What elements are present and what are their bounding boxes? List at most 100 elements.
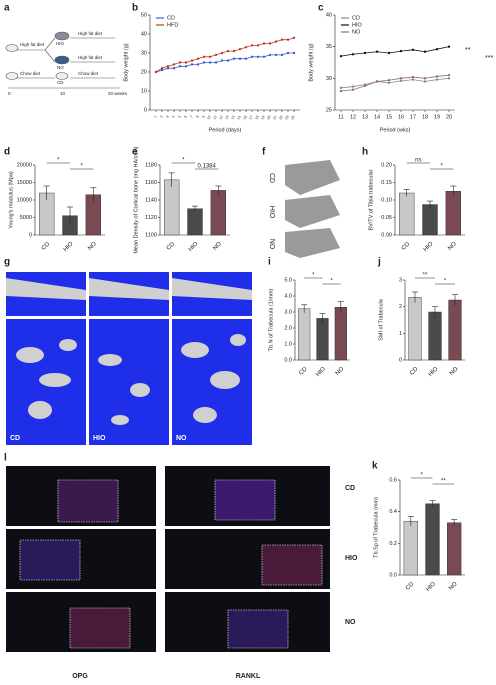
point (238, 57, 242, 60)
bar (408, 297, 422, 361)
bar (425, 503, 440, 576)
caption: NO (176, 435, 187, 442)
x-tick-label: 13 (224, 115, 229, 120)
panel-label: e (132, 147, 138, 158)
caption: HIO (268, 206, 275, 219)
bone (6, 278, 86, 300)
point (214, 53, 218, 57)
point (399, 49, 403, 53)
y-tick-label: 0.4 (389, 509, 397, 515)
point (399, 79, 403, 83)
render (285, 195, 340, 228)
y-axis-label: Mean Density of Cortical bone (mg HA/ccm… (133, 146, 139, 253)
point (178, 61, 182, 64)
bar (403, 520, 418, 576)
panel-label: c (318, 3, 324, 14)
panel-label: b (132, 3, 138, 14)
x-tick-label: CD (405, 581, 416, 592)
series-line (340, 74, 450, 92)
panel-label: l (4, 453, 7, 464)
x-tick-label: CD (401, 241, 412, 252)
x-tick-label: NO (449, 366, 460, 377)
annotation: * (440, 164, 443, 170)
row-label: HIO (345, 555, 358, 562)
y-tick-label: 20 (141, 69, 147, 75)
y-tick-label: 2 (399, 304, 402, 310)
y-tick-label: 15000 (17, 180, 32, 186)
point (202, 61, 206, 64)
mouse-icon (54, 31, 70, 41)
point (220, 59, 224, 62)
point (435, 48, 439, 51)
x-tick-label: 8 (195, 115, 199, 119)
y-tick-label: 0 (399, 357, 402, 363)
point (292, 51, 296, 55)
x-tick-label: HIO (425, 581, 437, 593)
y-tick-label: 0.05 (381, 215, 392, 221)
point (387, 81, 391, 84)
point (286, 38, 290, 41)
x-tick-label: HIO (188, 241, 200, 253)
annotation: ** (465, 47, 471, 54)
bar (334, 307, 347, 361)
x-tick-label: 10 (206, 115, 211, 120)
y-tick-label: 40 (326, 12, 332, 18)
time-label: 0 (8, 91, 11, 96)
y-tick-label: 1 (399, 331, 402, 337)
annotation: * (444, 279, 447, 285)
x-tick-label: 5 (177, 115, 181, 119)
y-tick-label: 0.10 (381, 197, 392, 203)
x-tick-label: HIO (428, 366, 440, 378)
row-label: NO (345, 619, 356, 626)
x-tick-label: 19 (434, 114, 440, 120)
y-tick-label: 5000 (20, 215, 32, 221)
bar (447, 522, 462, 576)
x-tick-label: 15 (236, 115, 241, 120)
x-tick-label: NO (448, 581, 459, 592)
x-tick-label: CD (409, 366, 420, 377)
point (250, 44, 254, 47)
render (285, 228, 340, 258)
x-tick-label: 6 (183, 115, 187, 119)
point (172, 63, 176, 66)
bar (316, 318, 329, 361)
render (285, 160, 340, 195)
point (411, 48, 415, 52)
x-tick-label: 1 (153, 115, 157, 119)
bar (422, 204, 438, 236)
x-tick-label: 11 (338, 114, 344, 120)
x-tick-label: NO (335, 366, 346, 377)
x-tick-label: NO (447, 241, 458, 252)
mouse-icon (5, 72, 19, 80)
point (268, 53, 272, 57)
point (178, 65, 182, 68)
y-tick-label: 20000 (17, 162, 32, 168)
y-tick-label: 3.0 (284, 309, 292, 315)
annotation: * (80, 164, 83, 170)
x-tick-label: CD (298, 366, 309, 377)
y-axis-label: Tb.N of Trabecula (1/mm) (268, 289, 274, 352)
annotation: * (312, 273, 315, 279)
point (423, 50, 427, 53)
y-tick-label: 10000 (17, 197, 32, 203)
y-tick-label: 1180 (145, 162, 157, 168)
x-tick-label: 7 (189, 115, 193, 119)
arrow (44, 37, 56, 51)
x-tick-label: 22 (278, 115, 283, 120)
bar (448, 299, 462, 361)
series-line (155, 52, 294, 73)
x-tick-label: 16 (242, 115, 247, 120)
y-axis-label: SMI of Trabecula (378, 298, 384, 341)
x-tick-label: 4 (171, 115, 175, 119)
y-tick-label: 0.2 (389, 541, 397, 547)
point (339, 54, 343, 58)
bar (399, 192, 415, 236)
point (351, 85, 355, 88)
point (220, 51, 224, 55)
x-tick-label: 13 (362, 114, 368, 120)
point (232, 57, 236, 60)
annotation: * (57, 158, 60, 164)
bar (428, 311, 442, 361)
diagram (5, 31, 120, 89)
column-label: OPG (72, 673, 88, 680)
